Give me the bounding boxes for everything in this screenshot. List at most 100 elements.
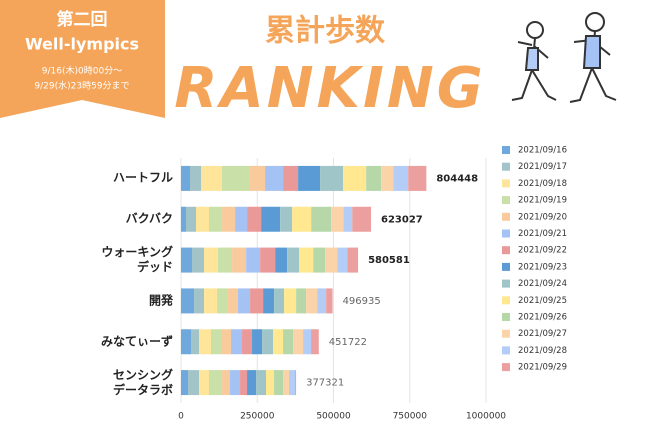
- bar-segment: [274, 288, 285, 314]
- chart-title: 累計歩数: [265, 14, 386, 49]
- bar-segment: [217, 288, 228, 314]
- bar-segment: [280, 206, 293, 232]
- category-label: センシング データラボ: [112, 367, 173, 397]
- bar-segment: [199, 370, 210, 396]
- legend-swatch: [502, 179, 510, 188]
- bar-segment: [181, 247, 193, 273]
- bar-segment: [201, 165, 223, 191]
- category-label: みなてぃーず: [100, 334, 173, 349]
- bar-segment: [222, 370, 231, 396]
- banner-period: 9/16(木)0時00分～: [42, 65, 122, 77]
- legend-label: 2021/09/18: [518, 179, 567, 189]
- legend-swatch: [502, 212, 510, 221]
- bar-segment: [230, 370, 241, 396]
- category-label: 開発: [148, 293, 173, 308]
- bar-segment: [188, 370, 200, 396]
- bar-segment: [252, 329, 263, 355]
- bar-segment: [295, 370, 297, 396]
- bar-segment: [222, 165, 250, 191]
- legend-swatch: [502, 296, 510, 305]
- bar-segment: [283, 329, 294, 355]
- bar-segment: [181, 206, 187, 232]
- bar-segment: [238, 288, 251, 314]
- legend-swatch: [502, 329, 510, 338]
- bar-segment: [246, 247, 261, 273]
- bar-segment: [299, 247, 314, 273]
- bar-segment: [343, 206, 353, 232]
- banner-period: 9/29(水)23時59分まで: [34, 80, 129, 92]
- bar-segment: [209, 370, 223, 396]
- bar-segment: [393, 165, 409, 191]
- legend-label: 2021/09/23: [518, 262, 567, 272]
- category-label: バクバク: [125, 211, 173, 226]
- bar-segment: [227, 288, 239, 314]
- legend-label: 2021/09/16: [518, 146, 567, 156]
- bar-segment: [292, 206, 312, 232]
- bar-segment: [194, 288, 205, 314]
- bar-segment: [247, 206, 262, 232]
- bar-segment: [235, 206, 248, 232]
- category-label: ウォーキング デッド: [101, 245, 173, 275]
- bar-segment: [256, 370, 267, 396]
- banner-event: Well-lympics: [25, 35, 139, 54]
- banner: [0, 0, 165, 118]
- bar-segment: [381, 165, 394, 191]
- bar-segment: [211, 329, 222, 355]
- legend-swatch: [502, 363, 510, 372]
- legend-label: 2021/09/21: [518, 229, 567, 239]
- bar-segment: [222, 206, 236, 232]
- bar-segment: [317, 288, 327, 314]
- legend-label: 2021/09/22: [518, 246, 567, 256]
- bar-segment: [283, 370, 290, 396]
- bar-segment: [311, 329, 319, 355]
- bar-segment: [240, 370, 248, 396]
- bar-segment: [306, 288, 318, 314]
- bar-segment: [263, 288, 275, 314]
- bar-segment: [296, 288, 307, 314]
- total-label: 451722: [329, 337, 367, 348]
- legend-swatch: [502, 313, 510, 321]
- banner-edition: 第二回: [57, 9, 108, 30]
- category-label: ハートフル: [112, 170, 173, 185]
- bar-segment: [331, 206, 344, 232]
- bar-segment: [275, 247, 288, 273]
- bar-segment: [181, 329, 192, 355]
- bar-segment: [343, 165, 367, 191]
- legend-swatch: [502, 262, 510, 271]
- bar-segment: [287, 247, 300, 273]
- x-tick-label: 250000: [240, 412, 275, 422]
- bar-segment: [273, 329, 284, 355]
- bar-segment: [209, 206, 223, 232]
- bar-segment: [204, 247, 219, 273]
- walkers-illustration: [511, 12, 617, 103]
- legend-label: 2021/09/24: [518, 279, 567, 289]
- x-tick-label: 500000: [316, 412, 351, 422]
- total-label: 804448: [436, 173, 478, 184]
- legend-label: 2021/09/26: [518, 313, 567, 323]
- bar-segment: [242, 329, 253, 355]
- bar-segment: [181, 165, 190, 191]
- legend-label: 2021/09/17: [518, 162, 567, 172]
- x-tick-label: 0: [178, 412, 184, 422]
- legend-swatch: [502, 279, 510, 288]
- legend-swatch: [502, 246, 510, 255]
- bar-segment: [320, 165, 344, 191]
- chart-subtitle: RANKING: [174, 56, 485, 121]
- bar-segment: [284, 288, 297, 314]
- bar-segment: [231, 329, 243, 355]
- bar-segment: [352, 206, 372, 232]
- bar-segment: [221, 329, 232, 355]
- bar-segment: [313, 247, 326, 273]
- bar-segment: [274, 370, 284, 396]
- total-label: 623027: [381, 214, 423, 225]
- total-label: 377321: [306, 378, 344, 389]
- bar-segment: [311, 206, 332, 232]
- bar-segment: [325, 247, 338, 273]
- legend-label: 2021/09/29: [518, 363, 567, 373]
- legend-swatch: [502, 162, 510, 171]
- bar-segment: [347, 247, 359, 273]
- bar-segment: [298, 165, 321, 191]
- legend-swatch: [502, 346, 510, 355]
